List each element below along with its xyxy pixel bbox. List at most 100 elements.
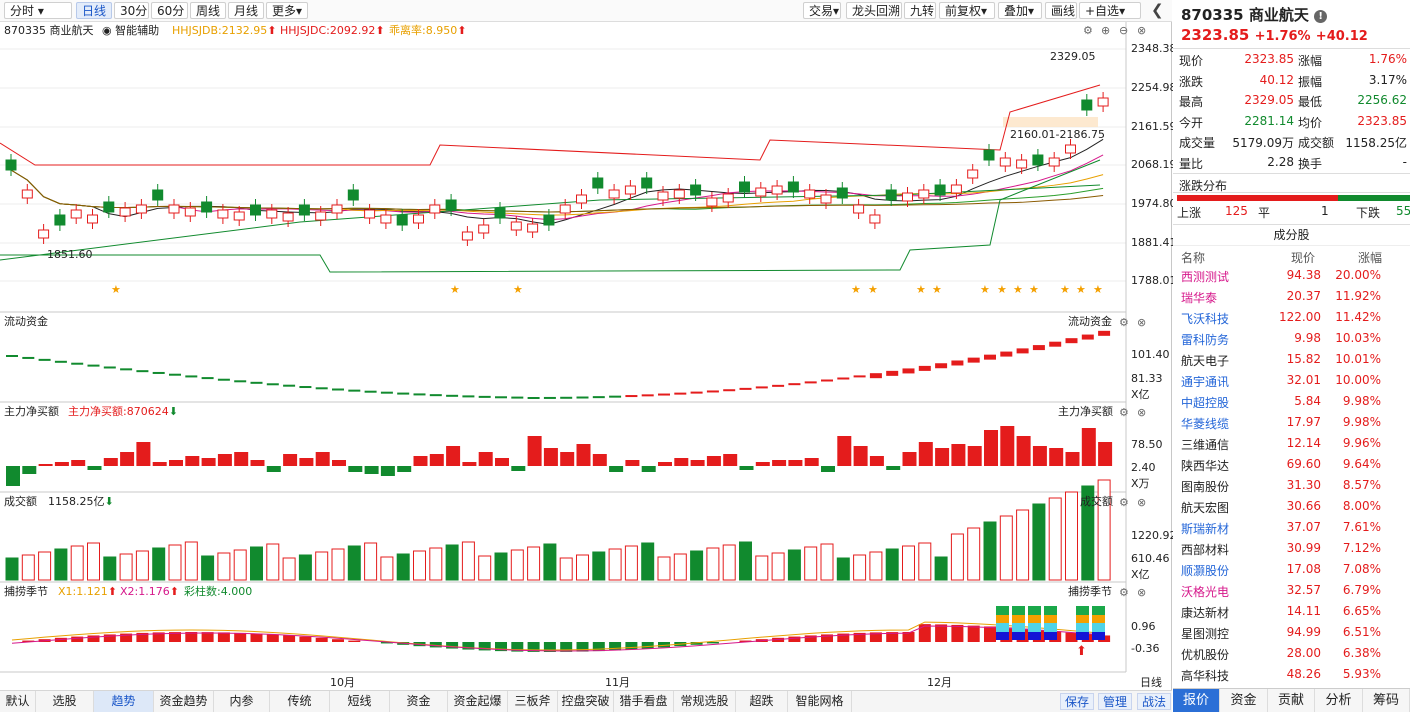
kline-chart[interactable]: ★ ★ ★ ★ ★ ★ ★ ★ ★ ★ ★ ★ ★ ★ ⬆ — [0, 22, 1172, 688]
month-label: 10月 — [330, 676, 355, 689]
tab-capital[interactable]: 资金 — [390, 691, 448, 712]
tab-three-axes[interactable]: 三板斧 — [508, 691, 558, 712]
settings-icon[interactable]: ⚙ — [1083, 24, 1093, 37]
tab-smart-grid[interactable]: 智能网格 — [788, 691, 852, 712]
component-row[interactable]: 高华科技 48.26 5.93% — [1173, 665, 1410, 686]
component-row[interactable]: 斯瑞新材 37.07 7.61% — [1173, 518, 1410, 539]
tab-hunter[interactable]: 猎手看盘 — [614, 691, 674, 712]
stock-price: 5.84 — [1294, 394, 1321, 408]
component-row[interactable]: 通宇通讯 32.01 10.00% — [1173, 371, 1410, 392]
component-row[interactable]: 航天宏图 30.66 8.00% — [1173, 497, 1410, 518]
season-x2-text: X2:1.176 — [120, 585, 170, 598]
liquidity-mark — [641, 394, 654, 397]
candle-body — [380, 214, 392, 224]
back-icon[interactable]: ❮ — [1151, 1, 1164, 19]
liquidity-mark — [576, 396, 589, 399]
adjust-button[interactable]: 前复权▾ — [939, 2, 995, 19]
tab-more[interactable]: 更多▾ — [266, 2, 308, 19]
tab-traditional[interactable]: 传统 — [270, 691, 330, 712]
liquidity-mark — [120, 368, 133, 371]
component-row[interactable]: 沃格光电 32.57 6.79% — [1173, 581, 1410, 602]
candle-body — [331, 204, 343, 214]
header-price[interactable]: 现价 — [1291, 251, 1316, 265]
strategy-button[interactable]: 战法 — [1137, 693, 1172, 710]
component-row[interactable]: 华菱线缆 17.97 9.98% — [1173, 413, 1410, 434]
component-row[interactable]: 优机股份 28.00 6.38% — [1173, 644, 1410, 665]
tab-regular-pick[interactable]: 常规选股 — [674, 691, 736, 712]
trade-button[interactable]: 交易▾ — [803, 2, 841, 19]
volume-bar — [168, 544, 182, 581]
close-icon[interactable]: ⊗ — [1137, 406, 1147, 419]
add-icon[interactable]: ⊕ — [1101, 24, 1111, 37]
header-name[interactable]: 名称 — [1181, 251, 1206, 265]
stock-pct: 6.65% — [1342, 604, 1381, 618]
component-row[interactable]: 航天电子 15.82 10.01% — [1173, 350, 1410, 371]
tab-insider[interactable]: 内参 — [214, 691, 270, 712]
tab-chips[interactable]: 筹码 — [1363, 689, 1410, 712]
quote-field-value: 2256.62 — [1357, 93, 1407, 107]
component-row[interactable]: 三维通信 12.14 9.96% — [1173, 434, 1410, 455]
stock-pct: 8.00% — [1342, 499, 1381, 513]
close-icon[interactable]: ⊗ — [1137, 496, 1147, 509]
close-icon[interactable]: ⊗ — [1137, 24, 1147, 37]
nine-turn-button[interactable]: 九转 — [904, 2, 936, 19]
tab-control-break[interactable]: 控盘突破 — [558, 691, 614, 712]
component-row[interactable]: 飞沃科技 122.00 11.42% — [1173, 308, 1410, 329]
close-icon[interactable]: ⊗ — [1137, 316, 1147, 329]
chevron-down-icon: ▾ — [1119, 4, 1126, 18]
save-button[interactable]: 保存 — [1060, 693, 1095, 710]
component-row[interactable]: 西测测试 94.38 20.00% — [1173, 266, 1410, 287]
tab-funds[interactable]: 资金 — [1220, 689, 1268, 712]
component-row[interactable]: 西部材料 30.99 7.12% — [1173, 539, 1410, 560]
component-row[interactable]: 中超控股 5.84 9.98% — [1173, 392, 1410, 413]
tab-short-term[interactable]: 短线 — [330, 691, 390, 712]
tab-60min[interactable]: 60分 — [151, 2, 188, 19]
quote-field-label: 涨幅 — [1298, 54, 1323, 68]
tab-stock-pick[interactable]: 选股 — [36, 691, 94, 712]
candle-body — [902, 192, 913, 202]
info-icon[interactable]: ! — [1314, 10, 1328, 23]
header-pct[interactable]: 涨幅 — [1358, 251, 1383, 265]
tab-trend[interactable]: 趋势 — [94, 691, 154, 712]
component-row[interactable]: 陕西华达 69.60 9.64% — [1173, 455, 1410, 476]
tab-analysis[interactable]: 分析 — [1315, 689, 1363, 712]
component-row[interactable]: 康达新材 14.11 6.65% — [1173, 602, 1410, 623]
manage-button[interactable]: 管理 — [1098, 693, 1133, 710]
assist-toggle[interactable]: ◉ 智能辅助 — [102, 24, 159, 38]
component-row[interactable]: 瑞华泰 20.37 11.92% — [1173, 287, 1410, 308]
settings-icon[interactable]: ⚙ — [1119, 496, 1129, 509]
close-icon[interactable]: ⊗ — [1137, 586, 1147, 599]
settings-icon[interactable]: ⚙ — [1119, 406, 1129, 419]
tab-quote[interactable]: 报价 — [1173, 689, 1220, 712]
candle-body — [1081, 99, 1093, 111]
settings-icon[interactable]: ⚙ — [1119, 586, 1129, 599]
star-marker: ★ — [1013, 283, 1023, 296]
component-row[interactable]: 顺灏股份 17.08 7.08% — [1173, 560, 1410, 581]
tab-capital-trend[interactable]: 资金趋势 — [154, 691, 214, 712]
leader-review-button[interactable]: 龙头回溯 — [846, 2, 902, 19]
tab-oversold[interactable]: 超跌 — [736, 691, 788, 712]
liquidity-mark — [967, 357, 980, 363]
minus-icon[interactable]: ⊖ — [1119, 24, 1129, 37]
tab-minute[interactable]: 分时 ▾ — [4, 2, 72, 19]
stock-name: 优机股份 — [1181, 648, 1230, 662]
tab-monthly[interactable]: 月线 — [228, 2, 264, 19]
draw-button[interactable]: 画线 — [1045, 2, 1077, 19]
tab-default[interactable]: 默认 — [0, 691, 36, 712]
component-row[interactable]: 星图测控 94.99 6.51% — [1173, 623, 1410, 644]
component-row[interactable]: 图南股份 31.30 8.57% — [1173, 476, 1410, 497]
volume-bar — [739, 541, 752, 581]
up-arrow-icon: ⬆ — [375, 24, 385, 37]
tab-30min[interactable]: 30分 — [114, 2, 149, 19]
candle-body — [152, 189, 164, 201]
component-row[interactable]: 雷科防务 9.98 10.03% — [1173, 329, 1410, 350]
tab-contribution[interactable]: 贡献 — [1268, 689, 1315, 712]
overlay-button[interactable]: 叠加▾ — [998, 2, 1042, 19]
settings-icon[interactable]: ⚙ — [1119, 316, 1129, 329]
tab-daily[interactable]: 日线 — [76, 2, 112, 19]
month-label: 12月 — [927, 676, 952, 689]
color-block — [1044, 615, 1057, 623]
tab-capital-burst[interactable]: 资金起爆 — [448, 691, 508, 712]
tab-weekly[interactable]: 周线 — [190, 2, 226, 19]
watchlist-button[interactable]: +自选▾ — [1079, 2, 1141, 19]
